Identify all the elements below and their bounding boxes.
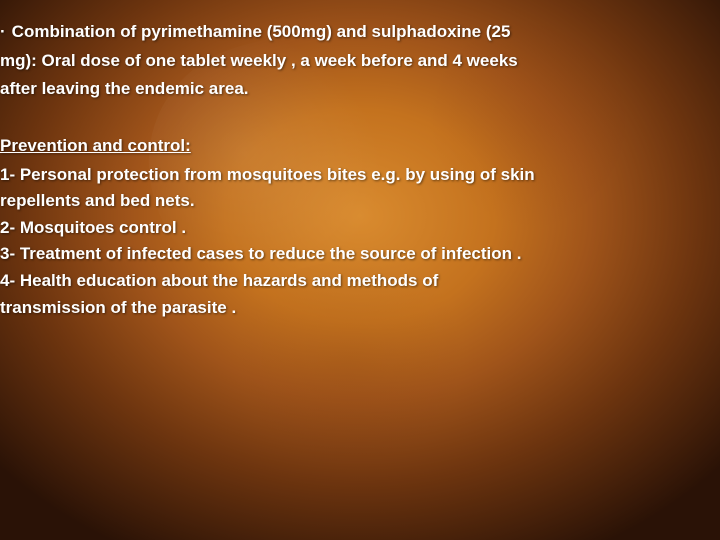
list-item: 1- Personal protection from mosquitoes b… [0,163,712,188]
section-heading: Prevention and control: [0,134,712,159]
bullet-text-line: after leaving the endemic area. [0,77,712,102]
bullet-icon: · [0,20,6,45]
list-item: 4- Health education about the hazards an… [0,269,712,294]
bullet-text-line: mg): Oral dose of one tablet weekly , a … [0,49,712,74]
bullet-paragraph: · Combination of pyrimethamine (500mg) a… [0,20,712,45]
list-item: 2- Mosquitoes control . [0,216,712,241]
bullet-text-line: Combination of pyrimethamine (500mg) and… [12,20,511,45]
slide-content: · Combination of pyrimethamine (500mg) a… [0,0,720,540]
list-item: 3- Treatment of infected cases to reduce… [0,242,712,267]
vertical-spacer [0,106,712,134]
list-item: transmission of the parasite . [0,296,712,321]
list-item: repellents and bed nets. [0,189,712,214]
